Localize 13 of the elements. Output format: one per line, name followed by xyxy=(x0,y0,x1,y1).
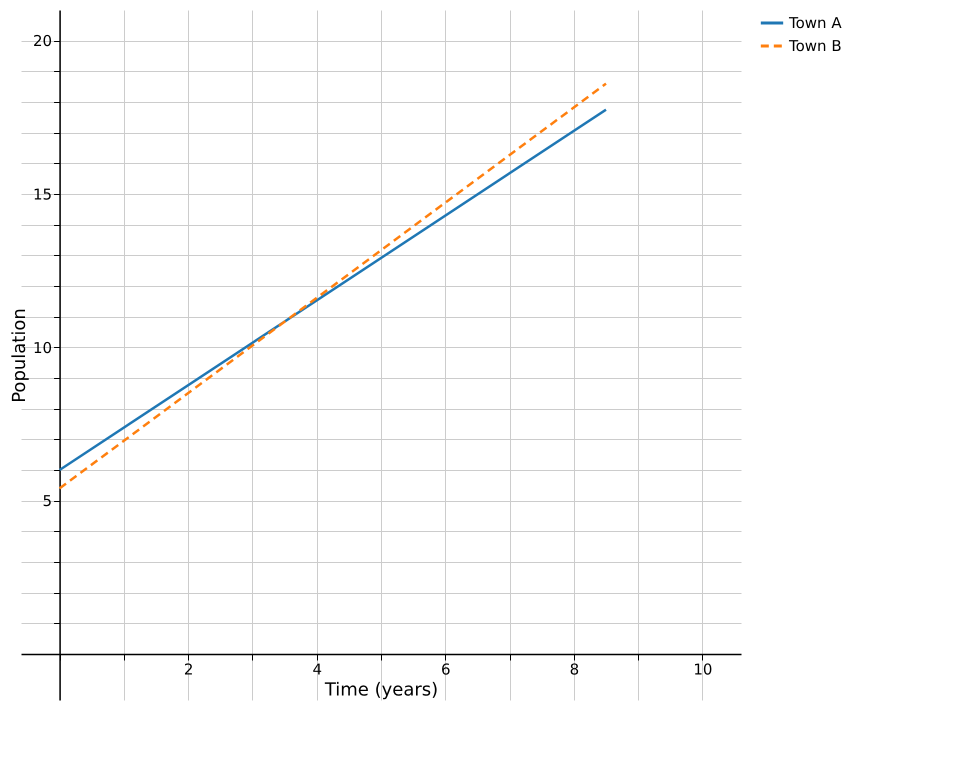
x-axis-title: Time (years) xyxy=(324,680,438,700)
y-tick-label: 20 xyxy=(32,32,52,50)
legend-label: Town A xyxy=(788,14,842,32)
x-tick-label: 6 xyxy=(441,660,451,678)
x-tick-label: 4 xyxy=(312,660,322,678)
y-tick-label: 5 xyxy=(42,492,52,510)
x-tick-label: 2 xyxy=(184,660,194,678)
legend-label: Town B xyxy=(788,37,842,55)
x-tick-label: 8 xyxy=(570,660,580,678)
x-tick-label: 10 xyxy=(693,660,712,678)
y-tick-label: 15 xyxy=(32,186,52,204)
y-axis-title: Population xyxy=(8,308,30,403)
y-tick-label: 10 xyxy=(32,338,52,357)
